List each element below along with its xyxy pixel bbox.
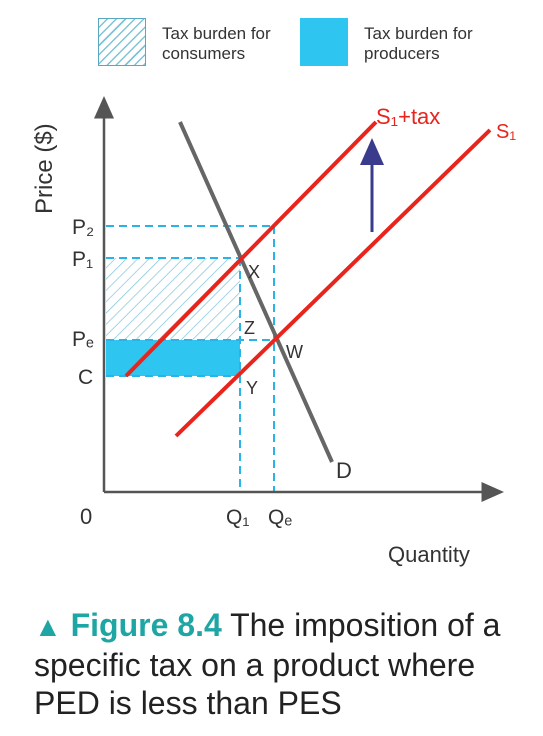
supply-curve-s1	[174, 128, 492, 438]
quantity-label-qe: Qₑ	[268, 506, 292, 529]
price-label-c: C	[78, 366, 93, 389]
legend-label-consumers: Tax burden for consumers	[162, 24, 271, 63]
curve-label-d: D	[336, 458, 352, 483]
quantity-label-q1: Q₁	[226, 506, 249, 529]
figure-caption: ▲ Figure 8.4 The imposition of a specifi…	[34, 606, 534, 722]
legend-swatch-producers	[300, 18, 348, 66]
curve-label-s1: S₁	[496, 121, 516, 143]
point-label-x: X	[248, 262, 260, 282]
producer-tax-area	[106, 340, 240, 376]
x-axis-label: Quantity	[388, 542, 470, 567]
figure-number: Figure 8.4	[70, 607, 222, 643]
origin-label: 0	[80, 504, 92, 529]
point-label-y: Y	[246, 378, 258, 398]
point-label-z: Z	[244, 318, 255, 338]
price-label-pe: Pₑ	[72, 328, 94, 351]
price-label-p2: P₂	[72, 216, 94, 239]
demand-curve	[178, 121, 334, 463]
price-label-p1: P₁	[72, 248, 93, 271]
curve-label-s1-tax: S₁+tax	[376, 104, 440, 129]
caption-triangle-icon: ▲	[34, 611, 62, 642]
legend-swatch-consumers	[98, 18, 146, 66]
legend-producers: Tax burden for producers	[300, 18, 504, 66]
legend-consumers: Tax burden for consumers	[98, 18, 302, 66]
y-axis-label: Price ($)	[31, 123, 58, 214]
supply-curve-s1-tax	[124, 120, 378, 378]
legend-label-producers: Tax burden for producers	[364, 24, 473, 63]
caption-text: The imposition of a specific tax on a pr…	[34, 607, 501, 721]
point-label-w: W	[286, 342, 303, 362]
tax-incidence-diagram: Price ($) Quantity 0 P₂ P₁ Pₑ C Q₁ Qₑ S₁…	[31, 96, 516, 567]
